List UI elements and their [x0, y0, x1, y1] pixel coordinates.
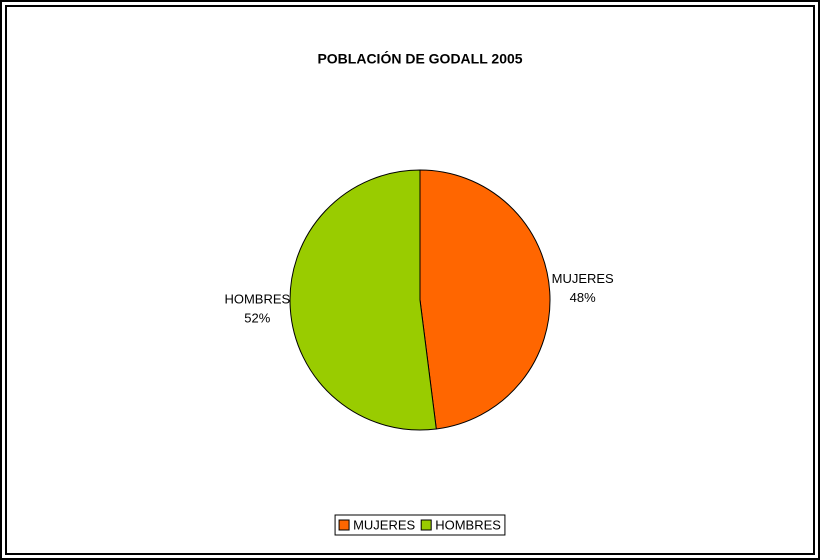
pie-slice [289, 169, 437, 431]
chart-title: POBLACIÓN DE GODALL 2005 [317, 50, 522, 67]
legend-label: MUJERES [353, 517, 415, 532]
legend-swatch [420, 519, 432, 531]
slice-value-label: 52% [244, 311, 270, 326]
legend-swatch [338, 519, 350, 531]
legend-label: HOMBRES [435, 517, 501, 532]
inner-frame [5, 5, 815, 555]
slice-label: MUJERES [552, 271, 614, 286]
pie-slice [419, 169, 551, 430]
slice-value-label: 48% [570, 290, 596, 305]
legend-box [334, 514, 506, 536]
slice-label: HOMBRES [224, 292, 290, 307]
